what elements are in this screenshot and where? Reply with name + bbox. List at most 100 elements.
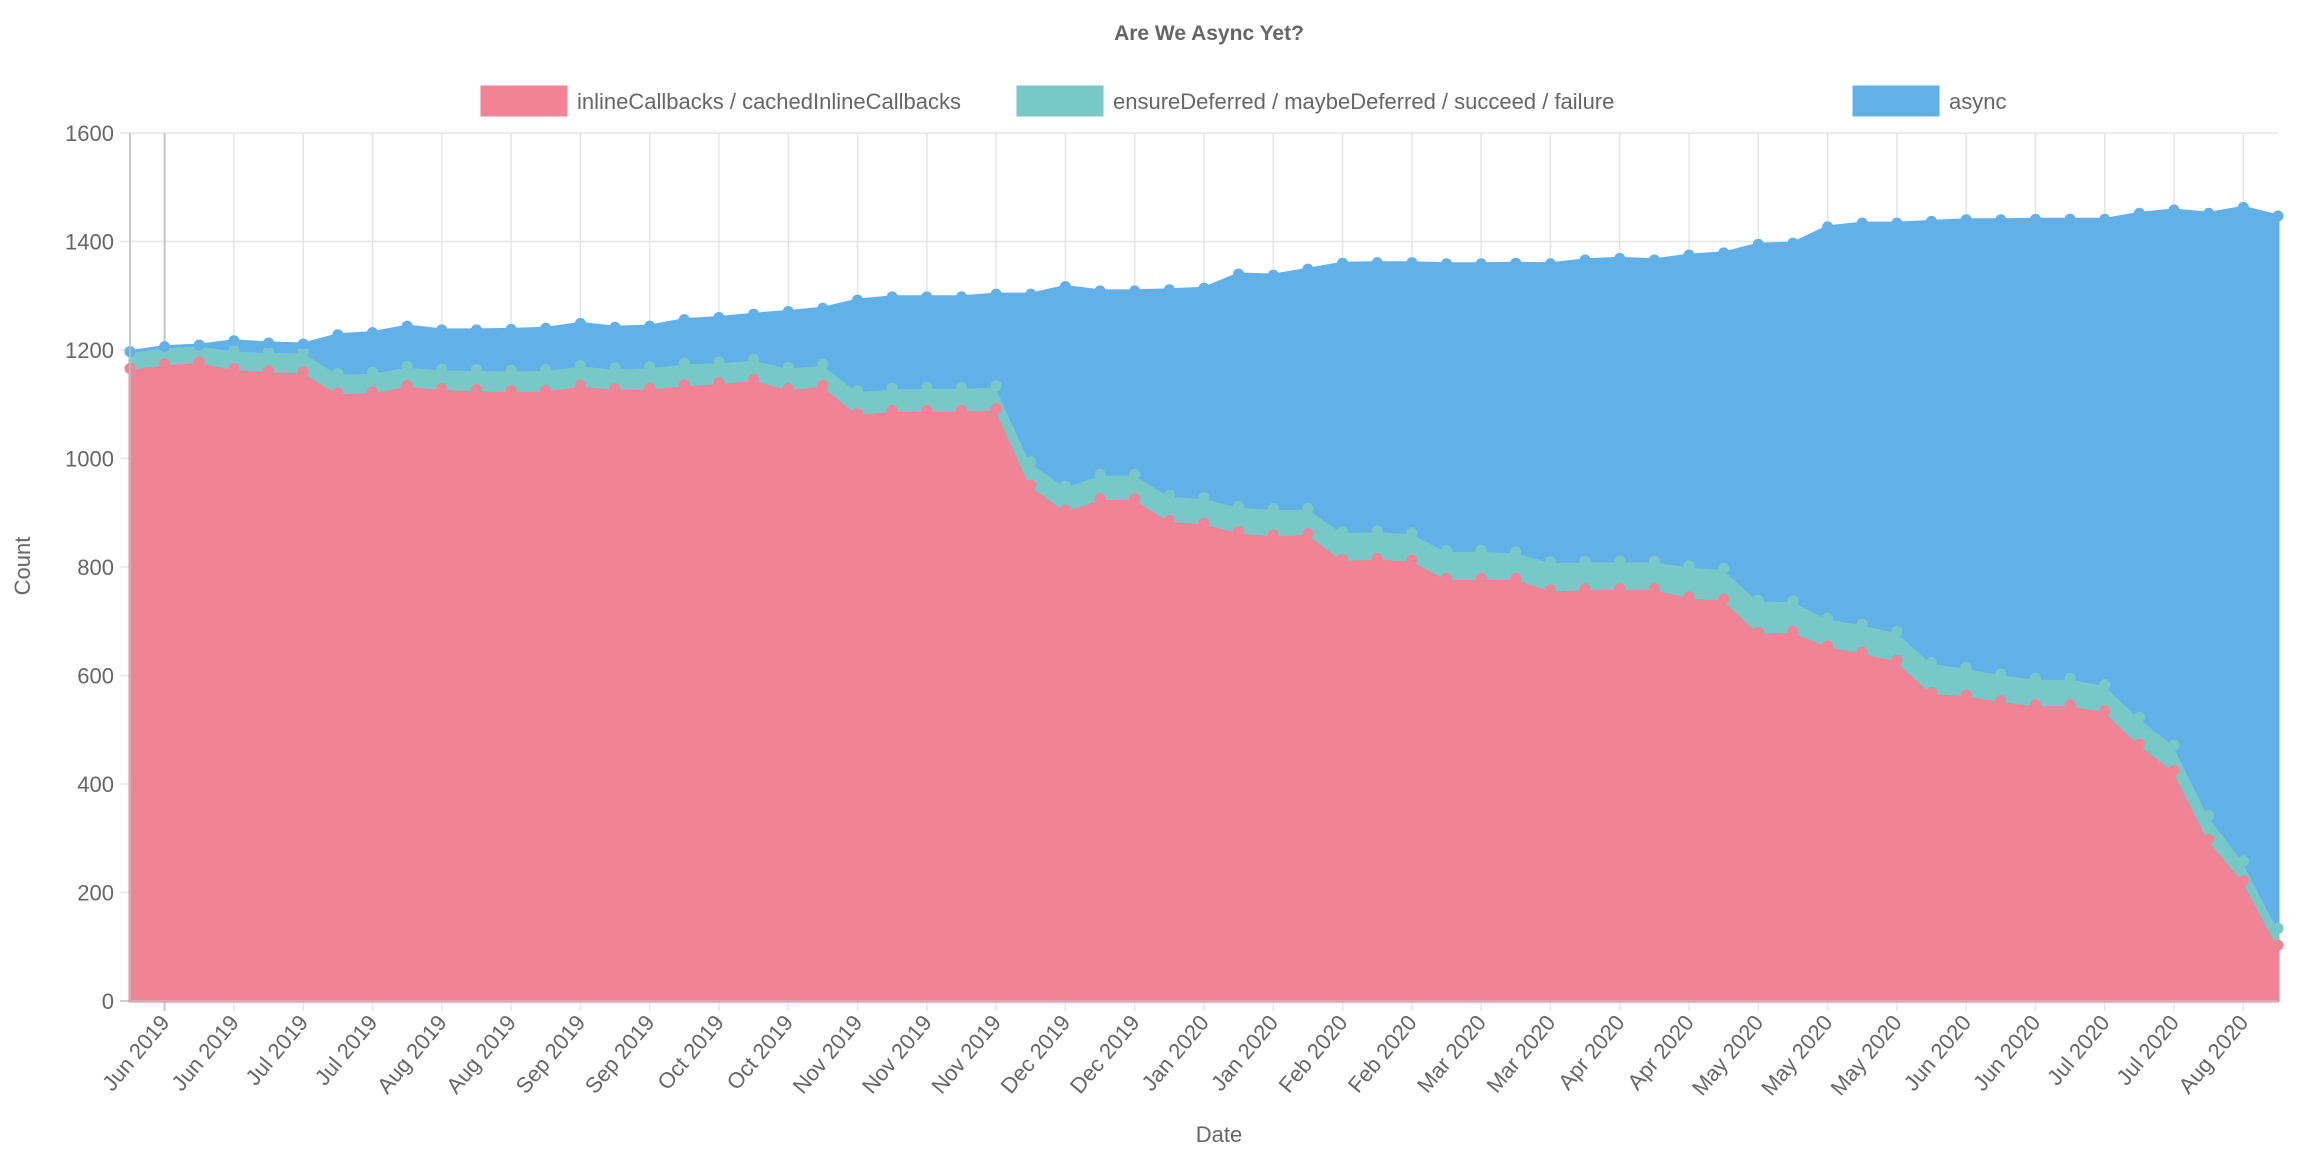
- data-point-series-3: [505, 323, 517, 335]
- data-point-series-3: [1683, 249, 1695, 261]
- x-tick-label: Mar 2020: [1481, 1010, 1560, 1097]
- data-point-series-1: [1822, 640, 1834, 652]
- legend-label-series-1: inlineCallbacks / cachedInlineCallbacks: [577, 89, 961, 114]
- data-point-series-1: [886, 404, 898, 416]
- data-point-series-2: [748, 353, 760, 365]
- data-point-series-2: [1614, 555, 1626, 567]
- data-point-series-2: [1406, 527, 1418, 539]
- data-point-series-1: [852, 407, 864, 419]
- x-tick-label: Dec 2019: [996, 1010, 1076, 1098]
- y-tick-label: 400: [77, 772, 114, 797]
- data-point-series-1: [2099, 705, 2111, 717]
- data-point-series-1: [2203, 833, 2215, 845]
- data-point-series-1: [2064, 699, 2076, 711]
- data-point-series-3: [1337, 257, 1349, 269]
- data-point-series-3: [574, 317, 586, 329]
- data-point-series-3: [1406, 257, 1418, 269]
- data-point-series-2: [1337, 526, 1349, 538]
- data-point-series-3: [367, 327, 379, 339]
- data-point-series-1: [2237, 875, 2249, 887]
- data-point-series-3: [886, 291, 898, 303]
- data-point-series-2: [609, 362, 621, 374]
- data-point-series-1: [1302, 527, 1314, 539]
- data-point-series-3: [2203, 207, 2215, 219]
- legend-label-series-2: ensureDeferred / maybeDeferred / succeed…: [1113, 89, 1614, 114]
- x-tick-label: Jan 2020: [1206, 1010, 1283, 1095]
- data-point-series-2: [1302, 502, 1314, 514]
- data-point-series-1: [1718, 593, 1730, 605]
- x-tick-label: May 2020: [1825, 1010, 1906, 1100]
- y-tick-label: 1400: [65, 230, 114, 255]
- x-tick-label: Jun 2019: [97, 1010, 174, 1095]
- x-tick-label: May 2020: [1687, 1010, 1768, 1100]
- data-point-series-1: [1267, 529, 1279, 541]
- data-point-series-3: [470, 324, 482, 336]
- data-point-series-2: [1059, 480, 1071, 492]
- points: [124, 201, 2284, 951]
- data-point-series-2: [1233, 500, 1245, 512]
- data-point-series-3: [1267, 269, 1279, 281]
- data-point-series-2: [817, 358, 829, 370]
- data-point-series-3: [1752, 238, 1764, 250]
- data-point-series-2: [1198, 492, 1210, 504]
- data-point-series-2: [678, 357, 690, 369]
- data-point-series-3: [1163, 284, 1175, 296]
- x-tick-label: Feb 2020: [1274, 1010, 1353, 1097]
- data-point-series-3: [990, 288, 1002, 300]
- x-tick-label: Feb 2020: [1343, 1010, 1422, 1097]
- data-point-series-2: [852, 385, 864, 397]
- data-point-series-3: [263, 337, 275, 349]
- legend-swatch-series-2: [1016, 85, 1104, 117]
- data-point-series-3: [2168, 204, 2180, 216]
- data-point-series-3: [1648, 254, 1660, 266]
- data-point-series-1: [436, 383, 448, 395]
- legend-label-series-3: async: [1949, 89, 2006, 114]
- x-tick-label: Jul 2020: [2111, 1010, 2184, 1090]
- data-point-series-1: [470, 384, 482, 396]
- data-point-series-1: [1995, 694, 2007, 706]
- x-tick-label: Oct 2019: [652, 1010, 729, 1094]
- data-point-series-3: [1441, 258, 1453, 270]
- data-point-series-1: [713, 377, 725, 389]
- data-point-series-1: [1856, 646, 1868, 658]
- x-tick-label: Sep 2019: [511, 1010, 591, 1098]
- data-point-series-2: [436, 363, 448, 375]
- data-point-series-1: [955, 404, 967, 416]
- data-point-series-3: [817, 302, 829, 314]
- data-point-series-3: [1198, 282, 1210, 294]
- data-point-series-3: [540, 322, 552, 334]
- data-point-series-1: [1371, 552, 1383, 564]
- data-point-series-1: [297, 366, 309, 378]
- data-point-series-3: [2133, 207, 2145, 219]
- data-point-series-3: [1094, 285, 1106, 297]
- data-point-series-1: [782, 383, 794, 395]
- data-point-series-2: [1475, 544, 1487, 556]
- data-point-series-2: [1787, 595, 1799, 607]
- data-point-series-2: [1267, 502, 1279, 514]
- data-point-series-1: [574, 379, 586, 391]
- data-point-series-3: [436, 324, 448, 336]
- data-point-series-2: [367, 366, 379, 378]
- data-point-series-1: [644, 382, 656, 394]
- x-tick-label: Nov 2019: [926, 1010, 1006, 1098]
- data-point-series-2: [1960, 661, 1972, 673]
- data-point-series-1: [748, 373, 760, 385]
- data-point-series-1: [1648, 583, 1660, 595]
- x-tick-label: Nov 2019: [857, 1010, 937, 1098]
- data-point-series-3: [1926, 215, 1938, 227]
- data-point-series-1: [263, 365, 275, 377]
- data-point-series-1: [1337, 553, 1349, 565]
- data-point-series-2: [263, 346, 275, 358]
- x-tick-label: Jun 2019: [166, 1010, 243, 1095]
- data-point-series-2: [2237, 855, 2249, 867]
- x-tick-label: Jul 2019: [240, 1010, 313, 1090]
- data-point-series-2: [1094, 468, 1106, 480]
- data-point-series-1: [1960, 689, 1972, 701]
- data-point-series-3: [2099, 213, 2111, 225]
- data-point-series-2: [574, 359, 586, 371]
- data-point-series-1: [505, 385, 517, 397]
- data-point-series-2: [782, 361, 794, 373]
- data-point-series-3: [1614, 252, 1626, 264]
- data-point-series-1: [159, 358, 171, 370]
